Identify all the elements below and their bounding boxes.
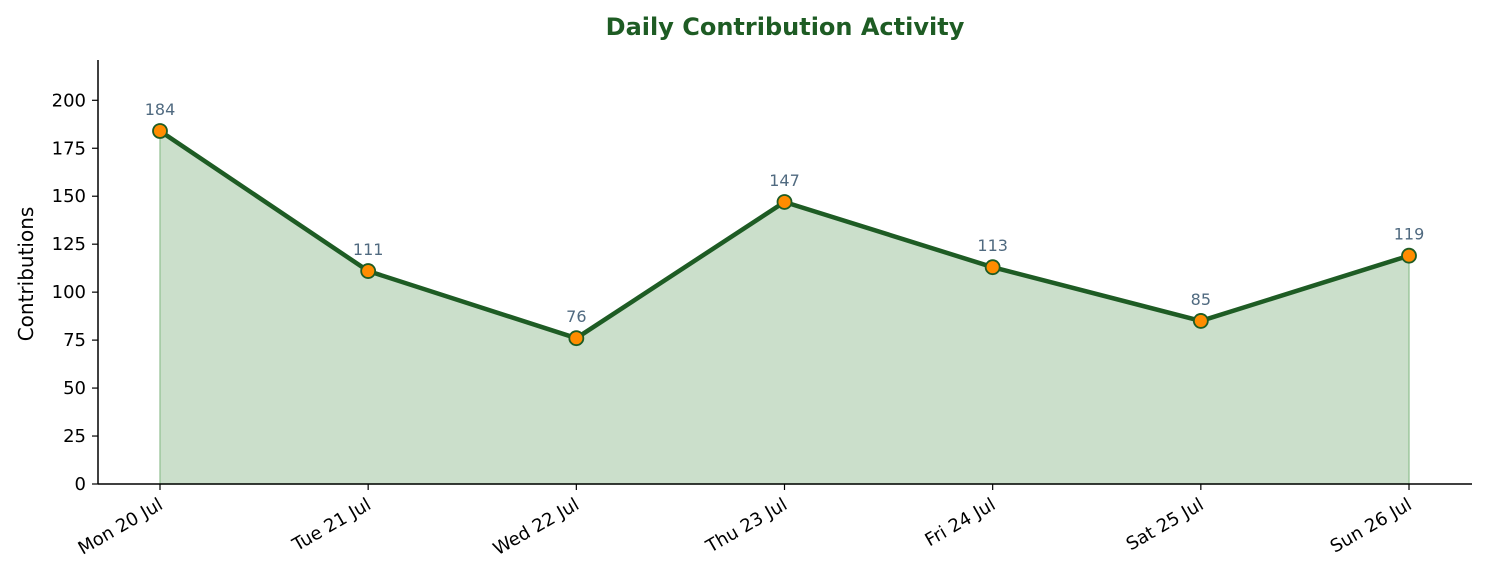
- y-tick-label: 125: [52, 234, 86, 255]
- x-tick-label: Tue 21 Jul: [288, 494, 375, 556]
- x-tick-label: Thu 23 Jul: [702, 494, 791, 558]
- x-tick-label: Wed 22 Jul: [490, 494, 583, 560]
- y-tick-label: 50: [63, 378, 86, 399]
- y-tick-label: 25: [63, 426, 86, 447]
- data-point: [1401, 247, 1417, 264]
- y-tick-label: 175: [52, 138, 86, 159]
- data-label: 184: [145, 100, 176, 119]
- x-ticks: Mon 20 Jul Tue 21 Jul Wed 22 Jul Thu 23 Jul…: [75, 484, 1416, 560]
- data-labels: 184 111 76 147 113 85 119: [145, 100, 1425, 326]
- markers: [152, 123, 1417, 347]
- data-label: 111: [353, 240, 384, 259]
- y-tick-label: 150: [52, 186, 86, 207]
- y-tick-label: 100: [52, 282, 86, 303]
- data-point: [152, 123, 168, 139]
- data-point: [984, 259, 1001, 276]
- y-ticks: 0 25 50 75 100 125 150 175 200: [52, 90, 98, 495]
- y-axis-label: Contributions: [14, 207, 38, 342]
- x-tick-label: Sat 25 Jul: [1123, 494, 1208, 555]
- x-tick-label: Mon 20 Jul: [75, 494, 167, 559]
- y-tick-label: 200: [52, 90, 86, 111]
- data-label: 147: [769, 171, 800, 190]
- data-point: [776, 194, 793, 210]
- data-point: [360, 263, 377, 279]
- x-tick-label: Sun 26 Jul: [1327, 494, 1416, 557]
- y-tick-label: 75: [63, 330, 86, 351]
- data-label: 76: [566, 307, 586, 326]
- data-point: [568, 330, 585, 347]
- data-label: 85: [1191, 290, 1211, 309]
- y-tick-label: 0: [75, 474, 86, 495]
- chart-title: Daily Contribution Activity: [606, 13, 965, 41]
- data-label: 119: [1394, 225, 1425, 244]
- data-label: 113: [977, 236, 1008, 255]
- x-tick-label: Fri 24 Jul: [922, 494, 1000, 551]
- data-point: [1192, 313, 1209, 329]
